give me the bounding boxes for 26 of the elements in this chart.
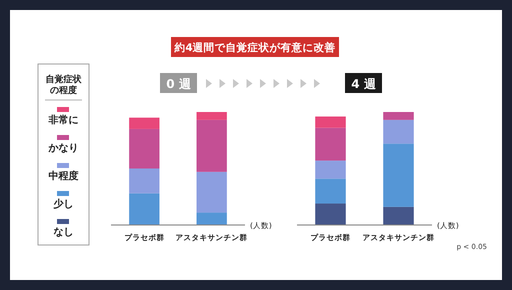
chart-title: 約4週間で自覚症状が有意に改善 <box>173 41 336 54</box>
bar <box>196 172 227 213</box>
legend-label: 中程度 <box>48 170 78 182</box>
bar <box>383 120 414 144</box>
bar <box>196 112 227 120</box>
bar <box>383 112 414 120</box>
bar <box>315 204 346 225</box>
bar <box>196 212 227 225</box>
bar <box>129 193 160 225</box>
bar <box>129 128 160 168</box>
bar <box>129 168 160 194</box>
chart-subtitle: 0 週 <box>166 77 192 91</box>
bar <box>129 118 160 129</box>
bar <box>315 160 346 179</box>
bar <box>196 120 227 172</box>
legend-label: なし <box>54 227 74 238</box>
legend-label: かなり <box>48 143 78 154</box>
bar <box>383 206 414 225</box>
chart-subtitle: 4 週 <box>351 77 377 91</box>
bar <box>315 116 346 128</box>
bar <box>383 144 414 207</box>
legend-label: 非常に <box>48 114 78 126</box>
legend-title: 自覚症状の程度 <box>46 74 82 96</box>
legend-label: 少し <box>52 198 74 210</box>
bar <box>315 178 346 204</box>
bar <box>315 128 346 161</box>
